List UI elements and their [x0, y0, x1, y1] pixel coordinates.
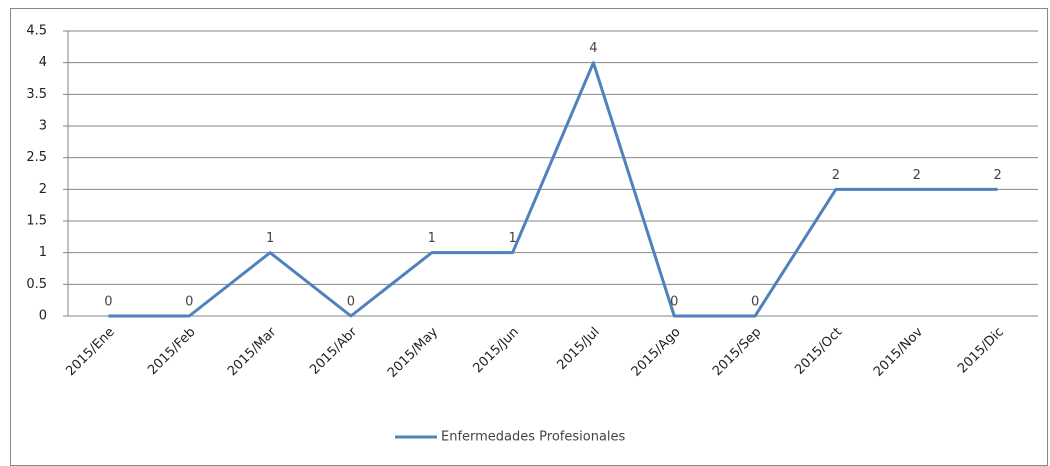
data-label: 0 [104, 295, 112, 310]
y-tick-label: 4 [39, 55, 47, 70]
y-tick-label: 0 [39, 309, 47, 324]
y-tick-label: 0.5 [26, 277, 47, 292]
data-label: 1 [508, 231, 516, 246]
y-tick-label: 1.5 [26, 214, 47, 229]
legend-label: Enfermedades Profesionales [441, 430, 626, 445]
data-label: 0 [347, 295, 355, 310]
data-label: 0 [751, 295, 759, 310]
y-tick-label: 2.5 [26, 150, 47, 165]
data-label: 2 [993, 168, 1001, 183]
y-tick-label: 1 [39, 245, 47, 260]
chart-frame [10, 8, 1048, 466]
data-label: 0 [670, 295, 678, 310]
y-tick-label: 4.5 [26, 24, 47, 39]
y-tick-label: 3.5 [26, 87, 47, 102]
data-label: 1 [428, 231, 436, 246]
y-tick-label: 2 [39, 182, 47, 197]
data-label: 1 [266, 231, 274, 246]
data-label: 0 [185, 295, 193, 310]
data-line [108, 61, 998, 318]
data-label: 2 [913, 168, 921, 183]
y-tick-label: 3 [39, 119, 47, 134]
data-label: 2 [832, 168, 840, 183]
data-label: 4 [589, 41, 597, 56]
